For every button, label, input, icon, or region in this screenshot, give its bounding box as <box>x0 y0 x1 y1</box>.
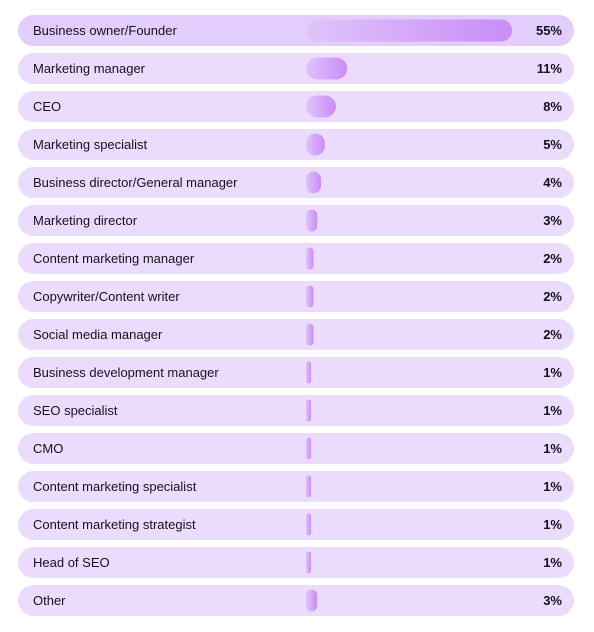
value-label: 4% <box>543 175 562 190</box>
row-background <box>18 91 574 122</box>
row-background <box>18 205 574 236</box>
value-label: 55% <box>536 23 562 38</box>
value-label: 1% <box>543 479 562 494</box>
value-label: 5% <box>543 137 562 152</box>
bar <box>306 437 311 460</box>
chart-row: SEO specialist 1% <box>18 395 574 426</box>
chart-row: Marketing specialist 5% <box>18 129 574 160</box>
category-label: Social media manager <box>33 327 163 342</box>
chart-row: Content marketing specialist 1% <box>18 471 574 502</box>
category-label: Content marketing manager <box>33 251 195 266</box>
category-label: Head of SEO <box>33 555 110 570</box>
row-background <box>18 395 574 426</box>
row-background <box>18 243 574 274</box>
chart-row: Content marketing strategist 1% <box>18 509 574 540</box>
row-background <box>18 281 574 312</box>
chart-row: Business director/General manager 4% <box>18 167 574 198</box>
chart-row: Business development manager 1% <box>18 357 574 388</box>
bar <box>306 19 512 42</box>
row-background <box>18 129 574 160</box>
bar <box>306 209 318 232</box>
category-label: CMO <box>33 441 63 456</box>
value-label: 2% <box>543 289 562 304</box>
value-label: 1% <box>543 555 562 570</box>
chart-row: Social media manager 2% <box>18 319 574 350</box>
bar <box>306 133 325 156</box>
category-label: CEO <box>33 99 61 114</box>
bar <box>306 285 314 308</box>
chart-row: CMO 1% <box>18 433 574 464</box>
value-label: 2% <box>543 327 562 342</box>
value-label: 3% <box>543 593 562 608</box>
chart-row: Marketing manager 11% <box>18 53 574 84</box>
row-background <box>18 357 574 388</box>
chart-row: CEO 8% <box>18 91 574 122</box>
bar <box>306 323 314 346</box>
value-label: 1% <box>543 441 562 456</box>
bar <box>306 399 311 422</box>
category-label: Business development manager <box>33 365 219 380</box>
bar <box>306 361 311 384</box>
value-label: 3% <box>543 213 562 228</box>
value-label: 2% <box>543 251 562 266</box>
row-background <box>18 433 574 464</box>
category-label: Other <box>33 593 66 608</box>
row-background <box>18 319 574 350</box>
value-label: 8% <box>543 99 562 114</box>
value-label: 1% <box>543 403 562 418</box>
category-label: Business owner/Founder <box>33 23 177 38</box>
row-background <box>18 53 574 84</box>
row-background <box>18 509 574 540</box>
category-label: Content marketing specialist <box>33 479 197 494</box>
bar <box>306 551 311 574</box>
row-background <box>18 547 574 578</box>
value-label: 1% <box>543 517 562 532</box>
category-label: Marketing director <box>33 213 138 228</box>
chart-row: Business owner/Founder 55% <box>18 15 574 46</box>
bar <box>306 475 311 498</box>
row-background <box>18 167 574 198</box>
value-label: 11% <box>537 61 563 76</box>
bar <box>306 171 321 194</box>
bar <box>306 589 318 612</box>
bar <box>306 247 314 270</box>
chart-row: Other 3% <box>18 585 574 616</box>
row-background <box>18 585 574 616</box>
category-label: Content marketing strategist <box>33 517 196 532</box>
bar <box>306 95 336 118</box>
chart-row: Content marketing manager 2% <box>18 243 574 274</box>
chart-row: Marketing director 3% <box>18 205 574 236</box>
bar <box>306 513 311 536</box>
value-label: 1% <box>543 365 562 380</box>
category-label: Marketing manager <box>33 61 146 76</box>
category-label: SEO specialist <box>33 403 118 418</box>
chart-row: Copywriter/Content writer 2% <box>18 281 574 312</box>
chart-row: Head of SEO 1% <box>18 547 574 578</box>
category-label: Business director/General manager <box>33 175 238 190</box>
row-background <box>18 471 574 502</box>
category-label: Marketing specialist <box>33 137 148 152</box>
category-label: Copywriter/Content writer <box>33 289 180 304</box>
bar <box>306 57 348 80</box>
